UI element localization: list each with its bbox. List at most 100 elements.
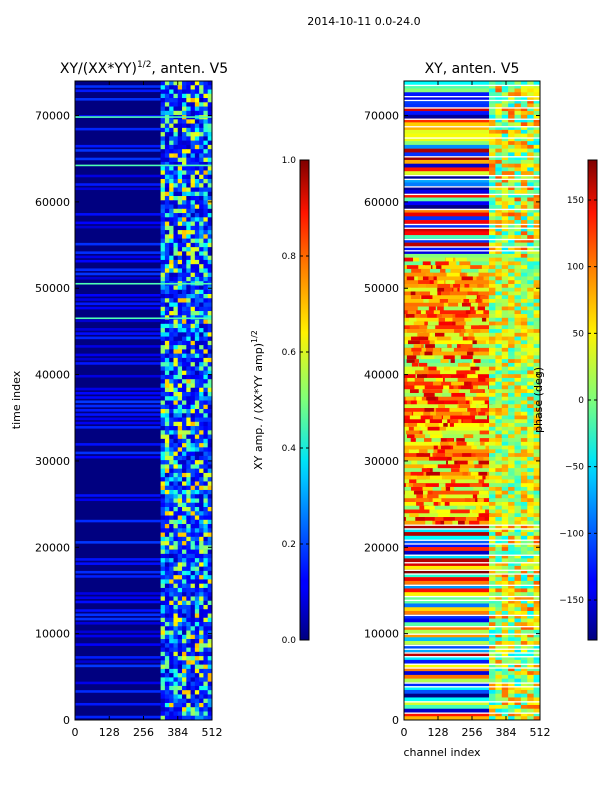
heatmap-cell	[190, 383, 196, 389]
heatmap-cell	[495, 167, 503, 172]
heatmap-cell	[186, 85, 192, 90]
heatmap-cell	[527, 686, 535, 691]
heatmap-cell	[182, 81, 187, 86]
heatmap-cell	[190, 234, 196, 239]
heatmap-cell	[186, 174, 192, 180]
heatmap-cell	[441, 291, 450, 296]
heatmap-cell	[173, 511, 179, 516]
heatmap-cell	[207, 477, 212, 482]
heatmap-cell	[508, 392, 515, 398]
heatmap-cell	[207, 643, 212, 648]
heatmap-cell	[495, 111, 503, 116]
heatmap-cell	[489, 257, 496, 262]
heatmap-cell	[407, 310, 417, 315]
heatmap-cell	[495, 400, 503, 405]
heatmap-cell	[190, 426, 196, 431]
heatmap-cell	[160, 468, 166, 474]
heatmap-cell	[520, 449, 528, 454]
heatmap-cell	[177, 562, 183, 567]
heatmap-cell	[514, 118, 522, 123]
heatmap-cell	[173, 400, 179, 406]
figure-title: 2014-10-11 0.0-24.0	[307, 15, 420, 28]
heatmap-cell	[164, 455, 170, 461]
heatmap-cell	[203, 694, 209, 699]
heatmap-cell	[173, 366, 179, 371]
heatmap-cell	[186, 430, 192, 435]
heatmap-cell	[480, 475, 486, 480]
heatmap-cell	[199, 541, 204, 546]
heatmap-cell	[470, 265, 482, 270]
heatmap-cell	[169, 532, 174, 538]
heatmap-cell	[169, 170, 174, 176]
heatmap-cell	[404, 163, 489, 168]
heatmap-cell	[489, 708, 496, 713]
heatmap-cell	[182, 230, 187, 235]
heatmap-cell	[520, 588, 528, 593]
heatmap-cell	[186, 396, 192, 401]
heatmap-cell	[489, 415, 496, 420]
heatmap-cell	[194, 413, 200, 418]
heatmap-cell	[169, 690, 174, 695]
heatmap-cell	[207, 311, 212, 316]
heatmap-gap-row	[404, 599, 540, 602]
heatmap-cell	[199, 213, 204, 218]
heatmap-cell	[75, 362, 161, 365]
heatmap-cell	[527, 415, 535, 420]
heatmap-cell	[508, 712, 515, 717]
heatmap-cell	[203, 524, 209, 529]
heatmap-cell	[527, 652, 535, 657]
heatmap-cell	[527, 314, 535, 319]
heatmap-cell	[186, 664, 192, 670]
heatmap-cell	[186, 443, 192, 448]
heatmap-cell	[75, 702, 161, 706]
heatmap-cell	[199, 430, 204, 435]
heatmap-cell	[533, 659, 540, 664]
heatmap-cell	[190, 255, 196, 261]
heatmap-cell	[514, 231, 522, 236]
heatmap-cell	[199, 123, 204, 129]
heatmap-cell	[508, 111, 515, 116]
heatmap-cell	[495, 565, 503, 570]
heatmap-cell	[527, 231, 535, 236]
heatmap-cell	[207, 259, 212, 265]
heatmap-cell	[203, 511, 209, 516]
heatmap-cell	[533, 573, 540, 578]
heatmap-cell	[173, 639, 179, 644]
heatmap-cell	[417, 265, 432, 270]
heatmap-cell	[533, 171, 540, 176]
heatmap-cell	[478, 377, 486, 383]
heatmap-cell	[169, 268, 174, 273]
heatmap-cell	[404, 659, 489, 664]
heatmap-cell	[489, 174, 496, 180]
heatmap-cell	[173, 345, 179, 350]
heatmap-cell	[508, 156, 515, 161]
heatmap-cell	[433, 310, 440, 315]
heatmap-cell	[404, 137, 489, 142]
heatmap-cell	[160, 328, 166, 333]
heatmap-cell	[404, 129, 489, 134]
heatmap-cell	[199, 81, 204, 86]
heatmap-cell	[177, 370, 183, 376]
heatmap-cell	[415, 370, 429, 375]
heatmap-cell	[203, 259, 209, 265]
heatmap-cell	[186, 149, 192, 154]
heatmap-cell	[199, 336, 204, 342]
heatmap-cell	[527, 411, 535, 416]
heatmap-cell	[508, 321, 515, 326]
heatmap-cell	[514, 272, 522, 277]
heatmap-cell	[495, 445, 503, 450]
heatmap-cell	[501, 193, 509, 198]
heatmap-cell	[169, 694, 174, 699]
heatmap-cell	[169, 698, 174, 704]
heatmap-cell	[160, 668, 166, 674]
heatmap-cell	[190, 178, 196, 184]
heatmap-cell	[190, 366, 196, 371]
heatmap-cell	[160, 553, 166, 559]
heatmap-cell	[501, 227, 509, 232]
heatmap-cell	[463, 299, 470, 304]
heatmap-cell	[470, 362, 475, 367]
heatmap-cell	[489, 159, 496, 164]
heatmap-cell	[207, 161, 212, 167]
heatmap-cell	[194, 668, 200, 674]
heatmap-cell	[404, 652, 489, 657]
